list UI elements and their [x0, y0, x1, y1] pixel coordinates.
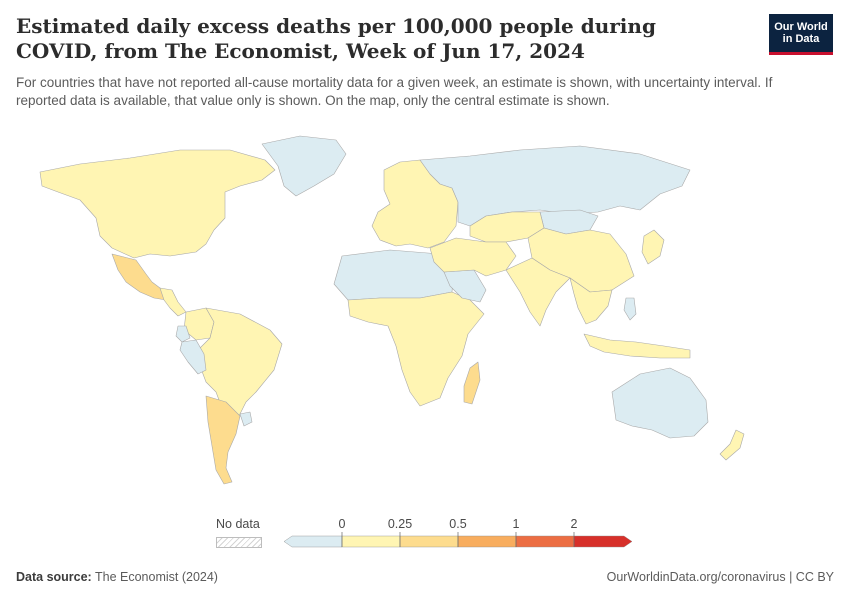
region-philippines[interactable]	[623, 297, 637, 321]
region-japan[interactable]	[641, 229, 665, 265]
owid-logo[interactable]: Our World in Data	[769, 14, 833, 55]
legend-tick-label: 0	[339, 517, 346, 531]
region-peru[interactable]	[179, 339, 207, 375]
footer-license-link[interactable]: OurWorldinData.org/coronavirus | CC BY	[606, 570, 834, 584]
world-map[interactable]	[0, 130, 850, 510]
legend-bin	[457, 535, 517, 548]
data-source: Data source: The Economist (2024)	[16, 570, 218, 584]
data-source-link[interactable]: The Economist (2024)	[94, 570, 218, 584]
region-middle-east[interactable]	[429, 237, 517, 277]
region-new-zealand[interactable]	[719, 429, 745, 461]
legend-bin	[515, 535, 575, 548]
logo-line-1: Our World	[774, 21, 828, 33]
legend-tick-label: 1	[513, 517, 520, 531]
region-india[interactable]	[505, 257, 571, 327]
data-source-label: Data source:	[16, 570, 92, 584]
legend-bin	[573, 535, 633, 548]
chart-subtitle: For countries that have not reported all…	[16, 75, 773, 108]
logo-line-2: in Data	[782, 33, 820, 45]
region-australia[interactable]	[611, 367, 709, 439]
legend-tick-label: 0.5	[449, 517, 466, 531]
legend-tick-label: 2	[571, 517, 578, 531]
region-mexico[interactable]	[111, 253, 167, 301]
legend-tick-label: 0.25	[388, 517, 412, 531]
legend-bin	[341, 535, 401, 548]
region-central-america[interactable]	[159, 287, 187, 317]
region-madagascar[interactable]	[463, 361, 481, 405]
region-argentina[interactable]	[205, 395, 241, 485]
region-greenland[interactable]	[261, 135, 347, 197]
region-southeast-asia[interactable]	[569, 277, 613, 325]
region-ecuador[interactable]	[175, 325, 191, 343]
color-legend: 0 0.25 0.5 1 2	[283, 517, 633, 548]
legend-no-data-swatch	[216, 537, 262, 548]
region-north-america[interactable]	[39, 149, 276, 259]
region-uruguay[interactable]	[239, 411, 253, 427]
legend-no-data-label: No data	[216, 517, 260, 531]
chart-title: Estimated daily excess deaths per 100,00…	[16, 14, 656, 63]
legend-bin	[283, 535, 343, 548]
region-sub-saharan-africa[interactable]	[347, 291, 485, 407]
region-indonesia[interactable]	[583, 333, 691, 359]
legend-bin	[399, 535, 459, 548]
